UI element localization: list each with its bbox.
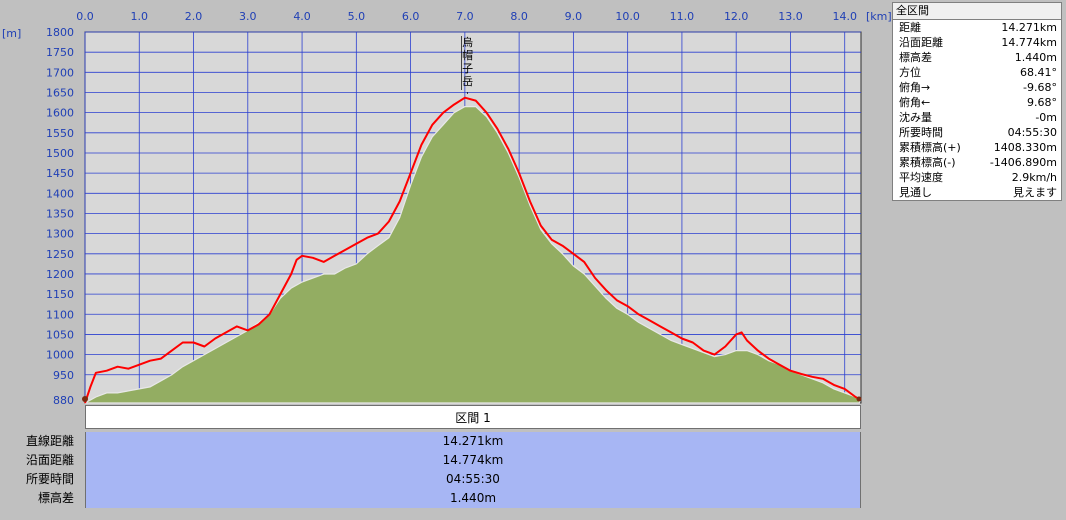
terrain-area: [84, 105, 861, 404]
x-tick-label: 12.0: [724, 10, 749, 23]
stats-label: 俯角→: [899, 81, 931, 94]
x-tick-label: 14.0: [832, 10, 857, 23]
stats-value: -0m: [1035, 111, 1057, 124]
y-tick-label: 1200: [46, 268, 74, 281]
x-tick-label: 10.0: [615, 10, 640, 23]
start-marker: [82, 396, 88, 402]
stats-row: 標高差 1.440m: [893, 50, 1061, 65]
y-tick-label: 950: [53, 369, 74, 382]
stats-row: 俯角→ -9.68°: [893, 80, 1061, 95]
stats-value: 2.9km/h: [1011, 171, 1057, 184]
stats-value: 1408.330m: [993, 141, 1057, 154]
x-tick-label: 7.0: [456, 10, 474, 23]
end-marker: [856, 396, 862, 402]
route-line-layer: [84, 96, 860, 404]
stats-value: 1.440m: [1014, 51, 1057, 64]
stats-label: 累積標高(+): [899, 141, 961, 154]
y-tick-label: 1000: [46, 349, 74, 362]
section-row: 標高差 1.440m: [0, 489, 866, 508]
y-tick-label: 1800: [46, 26, 74, 39]
stats-value: 9.68°: [1027, 96, 1057, 109]
stats-row: 方位 68.41°: [893, 65, 1061, 80]
stats-label: 所要時間: [899, 126, 943, 139]
y-tick-label: 1600: [46, 107, 74, 120]
x-tick-label: 5.0: [348, 10, 366, 23]
section-header[interactable]: 区間 1: [85, 405, 861, 429]
stats-label: 累積標高(-): [899, 156, 956, 169]
row-value: 04:55:30: [85, 470, 861, 489]
stats-row: 俯角← 9.68°: [893, 95, 1061, 110]
y-tick-label: 1450: [46, 167, 74, 180]
stats-row: 見通し 見えます: [893, 185, 1061, 200]
y-tick-label: 880: [53, 394, 74, 405]
stats-value: 見えます: [1013, 186, 1057, 199]
x-tick-label: 8.0: [510, 10, 528, 23]
row-label: 標高差: [37, 491, 74, 505]
stats-label: 俯角←: [899, 96, 931, 109]
section-row: 沿面距離 14.774km: [0, 451, 866, 470]
y-tick-label: 1650: [46, 86, 74, 99]
x-tick-label: 13.0: [778, 10, 803, 23]
row-value: 1.440m: [85, 489, 861, 508]
stats-value: -1406.890m: [989, 156, 1057, 169]
x-tick-label: 4.0: [293, 10, 311, 23]
stats-row: 累積標高(+) 1408.330m: [893, 140, 1061, 155]
y-tick-label: 1350: [46, 207, 74, 220]
x-tick-label: 1.0: [131, 10, 149, 23]
stats-label: 標高差: [899, 51, 932, 64]
stats-title: 全区間: [893, 3, 1061, 20]
route-elevation-line: [84, 96, 860, 404]
x-axis-ticks: 0.0 1.0 2.0 3.0 4.0 5.0 6.0 7.0 8.0 9.0 10.0 11.0 12…: [76, 10, 857, 23]
row-label: 直線距離: [25, 434, 74, 448]
stats-label: 方位: [899, 66, 921, 79]
y-axis-ticks: 880 950 1000 1050 1100 1150 1200 1250 1300 1350 14…: [46, 26, 74, 405]
stats-value: -9.68°: [1023, 81, 1057, 94]
stats-panel: 全区間 距離 14.271km 沿面距離 14.774km 標高差 1.440m 方位 68.…: [892, 2, 1062, 201]
row-label: 沿面距離: [25, 453, 74, 467]
stats-value: 04:55:30: [1007, 126, 1057, 139]
stats-row: 距離 14.271km: [893, 20, 1061, 35]
stats-label: 沿面距離: [899, 36, 943, 49]
stats-label: 見通し: [899, 186, 932, 199]
stats-value: 14.271km: [1001, 21, 1057, 34]
x-tick-label: 0.0: [76, 10, 94, 23]
stats-row: 累積標高(-) -1406.890m: [893, 155, 1061, 170]
y-tick-label: 1050: [46, 328, 74, 341]
y-tick-label: 1250: [46, 248, 74, 261]
x-tick-label: 11.0: [670, 10, 695, 23]
x-tick-label: 2.0: [185, 10, 203, 23]
section-row: 所要時間 04:55:30: [0, 470, 866, 489]
x-tick-label: 6.0: [402, 10, 420, 23]
stats-row: 沿面距離 14.774km: [893, 35, 1061, 50]
x-tick-label: 3.0: [239, 10, 257, 23]
stats-label: 沈み量: [899, 111, 932, 124]
stats-row: 平均速度 2.9km/h: [893, 170, 1061, 185]
y-tick-label: 1100: [46, 308, 74, 321]
terrain-area-layer: [84, 105, 861, 404]
x-tick-label: 9.0: [565, 10, 583, 23]
stats-label: 距離: [899, 21, 921, 34]
y-tick-label: 1500: [46, 147, 74, 160]
stats-value: 68.41°: [1020, 66, 1057, 79]
stats-label: 平均速度: [899, 171, 943, 184]
stats-row: 所要時間 04:55:30: [893, 125, 1061, 140]
y-tick-label: 1700: [46, 66, 74, 79]
elevation-profile-chart: 0.0 1.0 2.0 3.0 4.0 5.0 6.0 7.0 8.0 9.0 10.0 11.0 12…: [2, 10, 892, 405]
y-tick-label: 1150: [46, 288, 74, 301]
y-unit-label: [m]: [2, 27, 21, 40]
row-value: 14.774km: [85, 451, 861, 470]
row-value: 14.271km: [85, 432, 861, 451]
x-unit-label: [km]: [866, 10, 892, 23]
y-tick-label: 1750: [46, 46, 74, 59]
y-tick-label: 1400: [46, 187, 74, 200]
section-row: 直線距離 14.271km: [0, 432, 866, 451]
stats-row: 沈み量 -0m: [893, 110, 1061, 125]
y-tick-label: 1300: [46, 228, 74, 241]
stats-value: 14.774km: [1001, 36, 1057, 49]
peak-label: 烏帽子岳: [462, 35, 473, 88]
y-tick-label: 1550: [46, 127, 74, 140]
peak-annotation: 烏帽子岳: [461, 35, 473, 96]
row-label: 所要時間: [25, 472, 74, 486]
